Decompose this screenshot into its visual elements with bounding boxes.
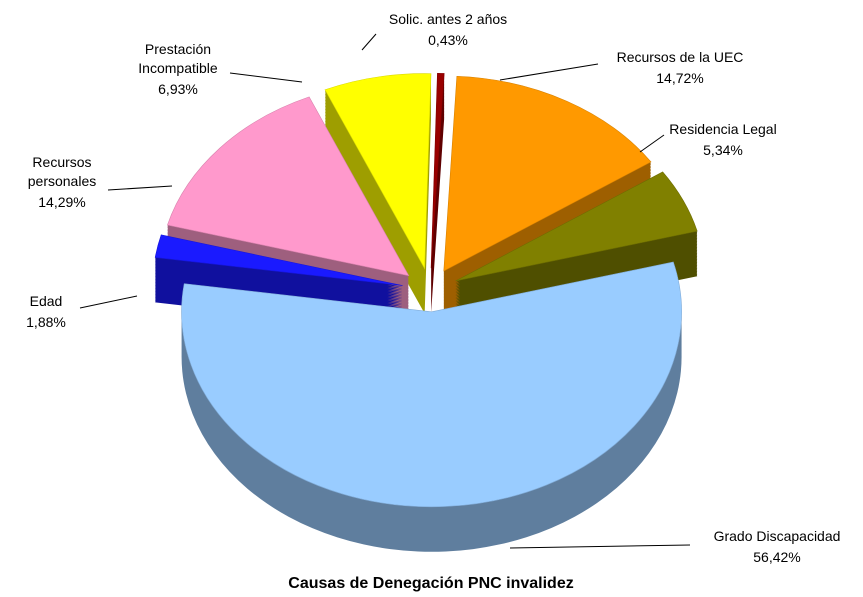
leader-line [499, 63, 599, 81]
leader-line [229, 72, 303, 83]
slice-label: Residencia Legal [669, 121, 777, 137]
slice [167, 96, 410, 277]
slice-label: Solic. antes 2 años [388, 11, 508, 27]
leader-line [361, 33, 377, 51]
slice-label: Prestación Incompatible [138, 41, 218, 76]
value-label: 56,42% [753, 549, 801, 565]
slice-label: Recursos personales [27, 154, 97, 189]
leader-line [639, 134, 665, 153]
value-label: 0,43% [428, 32, 468, 48]
chart-title: Causas de Denegación PNC invalidez [288, 575, 574, 592]
slice-side [431, 74, 445, 314]
leader-line [509, 544, 691, 549]
leader-line [79, 295, 138, 309]
slice-label: Edad [29, 293, 63, 309]
slice [430, 72, 445, 269]
leader-line [107, 185, 173, 191]
value-label: 14,29% [38, 194, 86, 210]
slice-label: Recursos de la UEC [616, 49, 744, 65]
slice [455, 171, 698, 282]
value-label: 1,88% [26, 314, 66, 330]
value-label: 6,93% [158, 81, 198, 97]
slice [154, 234, 403, 286]
value-label: 5,34% [703, 142, 743, 158]
slice [181, 261, 682, 508]
slice [324, 73, 432, 270]
slice [443, 75, 652, 272]
value-label: 14,72% [656, 70, 704, 86]
slice-label: Grado Discapacidad [713, 528, 841, 544]
